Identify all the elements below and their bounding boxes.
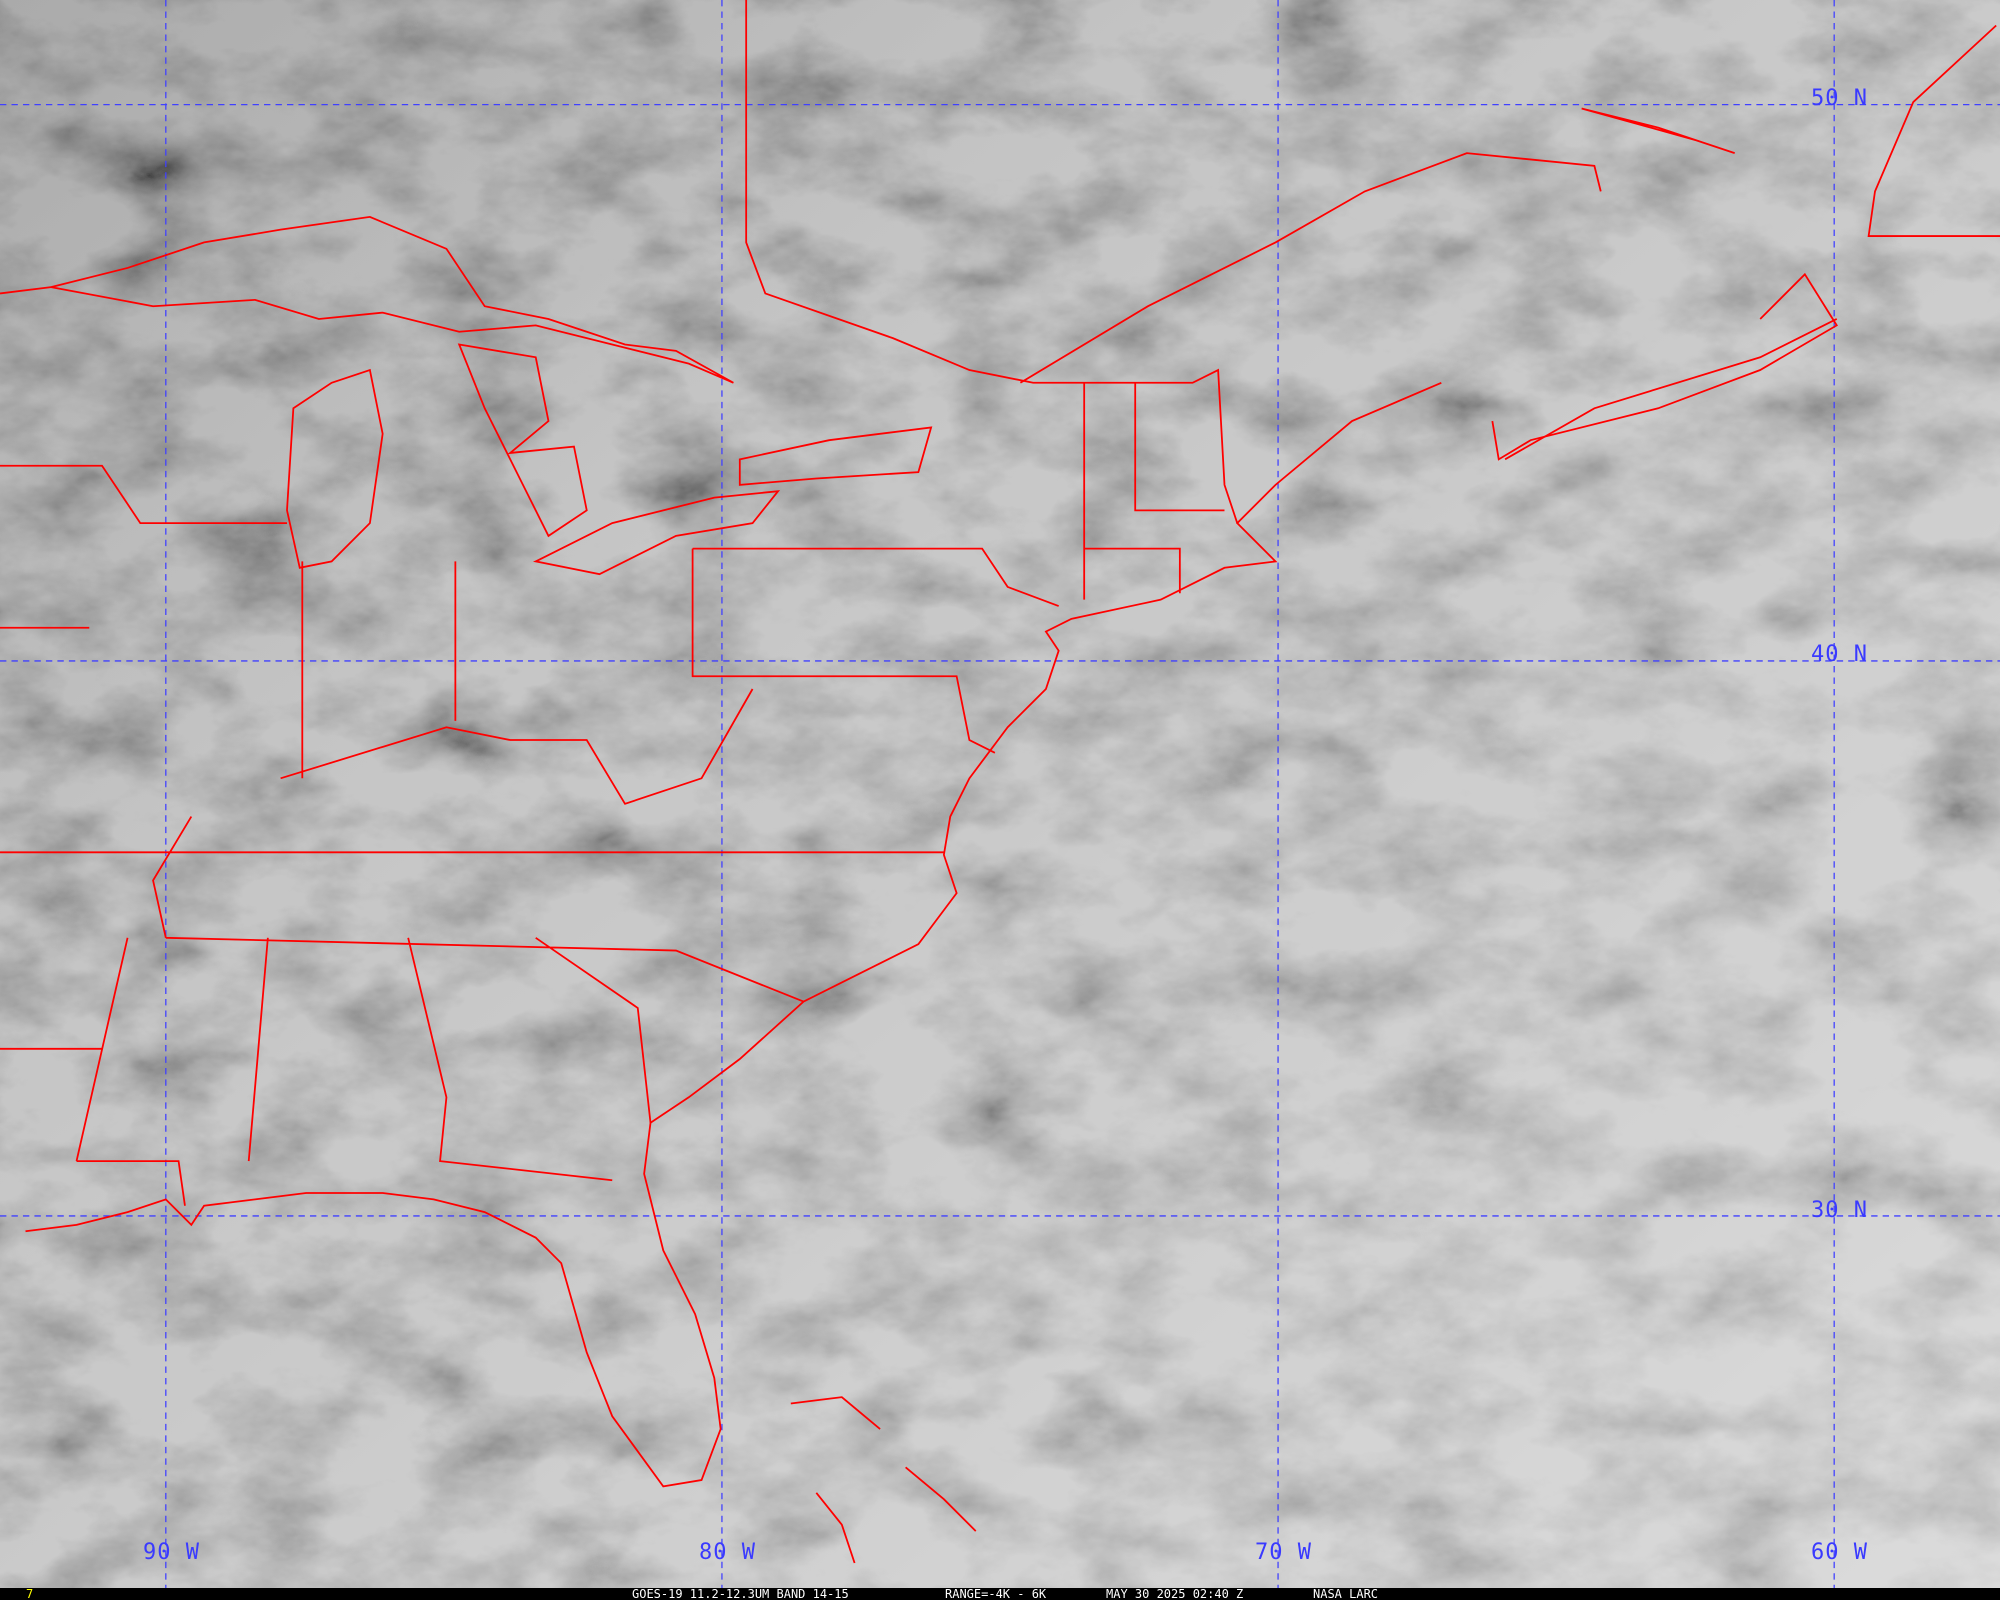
lat-label-30n: 30 N — [1811, 1198, 1868, 1223]
range-label: RANGE=-4K - 6K — [945, 1587, 1047, 1600]
st-lawrence-shore — [1019, 24, 2000, 384]
lat-label-50n: 50 N — [1811, 86, 1868, 111]
lon-label-60w: 60 W — [1811, 1540, 1868, 1565]
lake-michigan — [286, 368, 384, 569]
east-coastline — [25, 318, 1838, 1488]
lake-huron — [457, 343, 588, 538]
lake-erie — [532, 490, 781, 576]
caption-bar: 7 GOES-19 11.2-12.3UM BAND 14-15 RANGE=-… — [0, 1588, 2000, 1600]
state-borders — [0, 382, 1225, 1206]
lon-label-70w: 70 W — [1255, 1540, 1312, 1565]
lon-label-90w: 90 W — [143, 1540, 200, 1565]
us-canada-border — [0, 0, 1239, 524]
lon-label-80w: 80 W — [699, 1540, 756, 1565]
credit-label: NASA LARC — [1313, 1587, 1379, 1600]
datetime-label: MAY 30 2025 02:40 Z — [1106, 1587, 1244, 1600]
product-label: GOES-19 11.2-12.3UM BAND 14-15 — [632, 1587, 849, 1600]
lake-ontario — [738, 426, 933, 486]
lat-label-40n: 40 N — [1811, 642, 1868, 667]
nova-scotia — [1491, 272, 1838, 461]
lake-superior — [50, 215, 734, 384]
boundaries — [0, 0, 2000, 1564]
frame-number: 7 — [26, 1587, 34, 1600]
bahamas — [790, 1396, 977, 1564]
